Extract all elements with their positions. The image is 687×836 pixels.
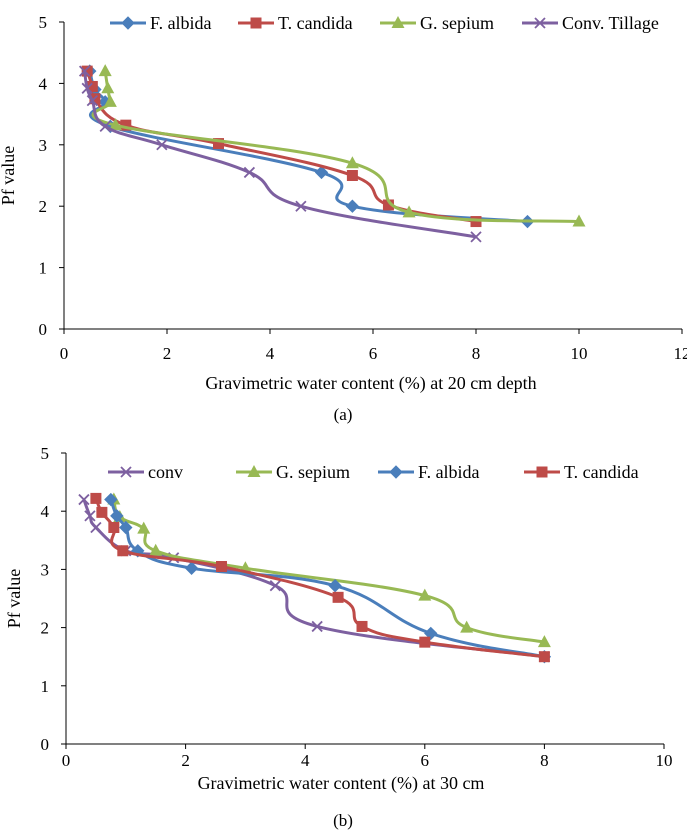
legend-marker bbox=[390, 466, 402, 478]
y-tick-label: 4 bbox=[39, 74, 48, 93]
x-tick-label: 2 bbox=[181, 751, 190, 770]
data-point-marker bbox=[101, 81, 114, 93]
data-point-marker bbox=[96, 507, 107, 518]
y-tick-label: 3 bbox=[39, 136, 48, 155]
series-line bbox=[90, 71, 528, 222]
legend-label: G. sepium bbox=[420, 13, 494, 33]
legend-entry: G. sepium bbox=[236, 462, 350, 482]
legend-label: F. albida bbox=[418, 462, 480, 482]
y-tick-label: 0 bbox=[39, 320, 48, 339]
legend-marker bbox=[251, 18, 262, 29]
x-tick-label: 8 bbox=[472, 344, 481, 363]
data-point-marker bbox=[539, 651, 550, 662]
legend-entry: F. albida bbox=[110, 13, 212, 33]
legend-entry: G. sepium bbox=[380, 13, 494, 33]
legend-marker bbox=[122, 17, 134, 29]
data-point-marker bbox=[216, 561, 227, 572]
y-axis-label: Pf value bbox=[0, 146, 18, 205]
panel-caption: (b) bbox=[333, 811, 353, 830]
panel-caption: (a) bbox=[334, 405, 353, 424]
legend-label: T. candida bbox=[564, 462, 639, 482]
x-axis-label: Gravimetric water content (%) at 30 cm bbox=[198, 773, 485, 794]
y-tick-label: 5 bbox=[39, 13, 48, 32]
y-tick-label: 1 bbox=[39, 259, 48, 278]
series-line bbox=[114, 500, 545, 642]
data-point-marker bbox=[357, 621, 368, 632]
data-point-marker bbox=[82, 66, 93, 77]
x-tick-label: 6 bbox=[369, 344, 378, 363]
legend-entry: conv bbox=[108, 462, 183, 482]
legend-label: Conv. Tillage bbox=[562, 13, 659, 33]
data-point-marker bbox=[91, 522, 101, 532]
x-tick-label: 0 bbox=[62, 751, 71, 770]
x-tick-label: 12 bbox=[674, 344, 687, 363]
series-g-sepium bbox=[107, 493, 551, 648]
chart-panel-b: 0 1 2 3 4 5 0 2 4 6 8 10 Gravimetric water content (… bbox=[4, 444, 673, 830]
x-tick-label: 4 bbox=[301, 751, 310, 770]
data-point-marker bbox=[347, 170, 358, 181]
x-tick-label: 2 bbox=[163, 344, 172, 363]
data-point-marker bbox=[346, 200, 358, 212]
legend-entry: Conv. Tillage bbox=[522, 13, 659, 33]
series-f-albida bbox=[84, 65, 534, 227]
data-point-marker bbox=[333, 592, 344, 603]
y-tick-label: 5 bbox=[41, 444, 50, 463]
legend-entry: T. candida bbox=[524, 462, 639, 482]
y-tick-label: 1 bbox=[41, 677, 50, 696]
x-tick-label: 8 bbox=[540, 751, 549, 770]
legend-marker bbox=[537, 467, 548, 478]
legend-label: T. candida bbox=[278, 13, 353, 33]
y-tick-label: 3 bbox=[41, 560, 50, 579]
legend-entry: F. albida bbox=[378, 462, 480, 482]
x-tick-label: 10 bbox=[571, 344, 588, 363]
legend-label: F. albida bbox=[150, 13, 212, 33]
series-t-candida bbox=[82, 66, 482, 227]
y-axis-label: Pf value bbox=[4, 569, 24, 628]
x-tick-label: 6 bbox=[421, 751, 430, 770]
data-point-marker bbox=[419, 637, 430, 648]
x-tick-label: 4 bbox=[266, 344, 275, 363]
x-axis-label: Gravimetric water content (%) at 20 cm d… bbox=[205, 373, 536, 394]
x-tick-label: 0 bbox=[60, 344, 69, 363]
legend-entry: T. candida bbox=[238, 13, 353, 33]
data-point-marker bbox=[108, 522, 119, 533]
y-tick-label: 2 bbox=[41, 619, 50, 638]
data-point-marker bbox=[99, 64, 112, 76]
y-tick-label: 4 bbox=[41, 502, 50, 521]
data-point-marker bbox=[117, 545, 128, 556]
legend-label: conv bbox=[148, 462, 183, 482]
y-tick-label: 2 bbox=[39, 197, 48, 216]
data-point-marker bbox=[90, 493, 101, 504]
data-point-marker bbox=[137, 522, 150, 534]
x-tick-label: 10 bbox=[656, 751, 673, 770]
y-tick-label: 0 bbox=[41, 735, 50, 754]
legend-label: G. sepium bbox=[276, 462, 350, 482]
